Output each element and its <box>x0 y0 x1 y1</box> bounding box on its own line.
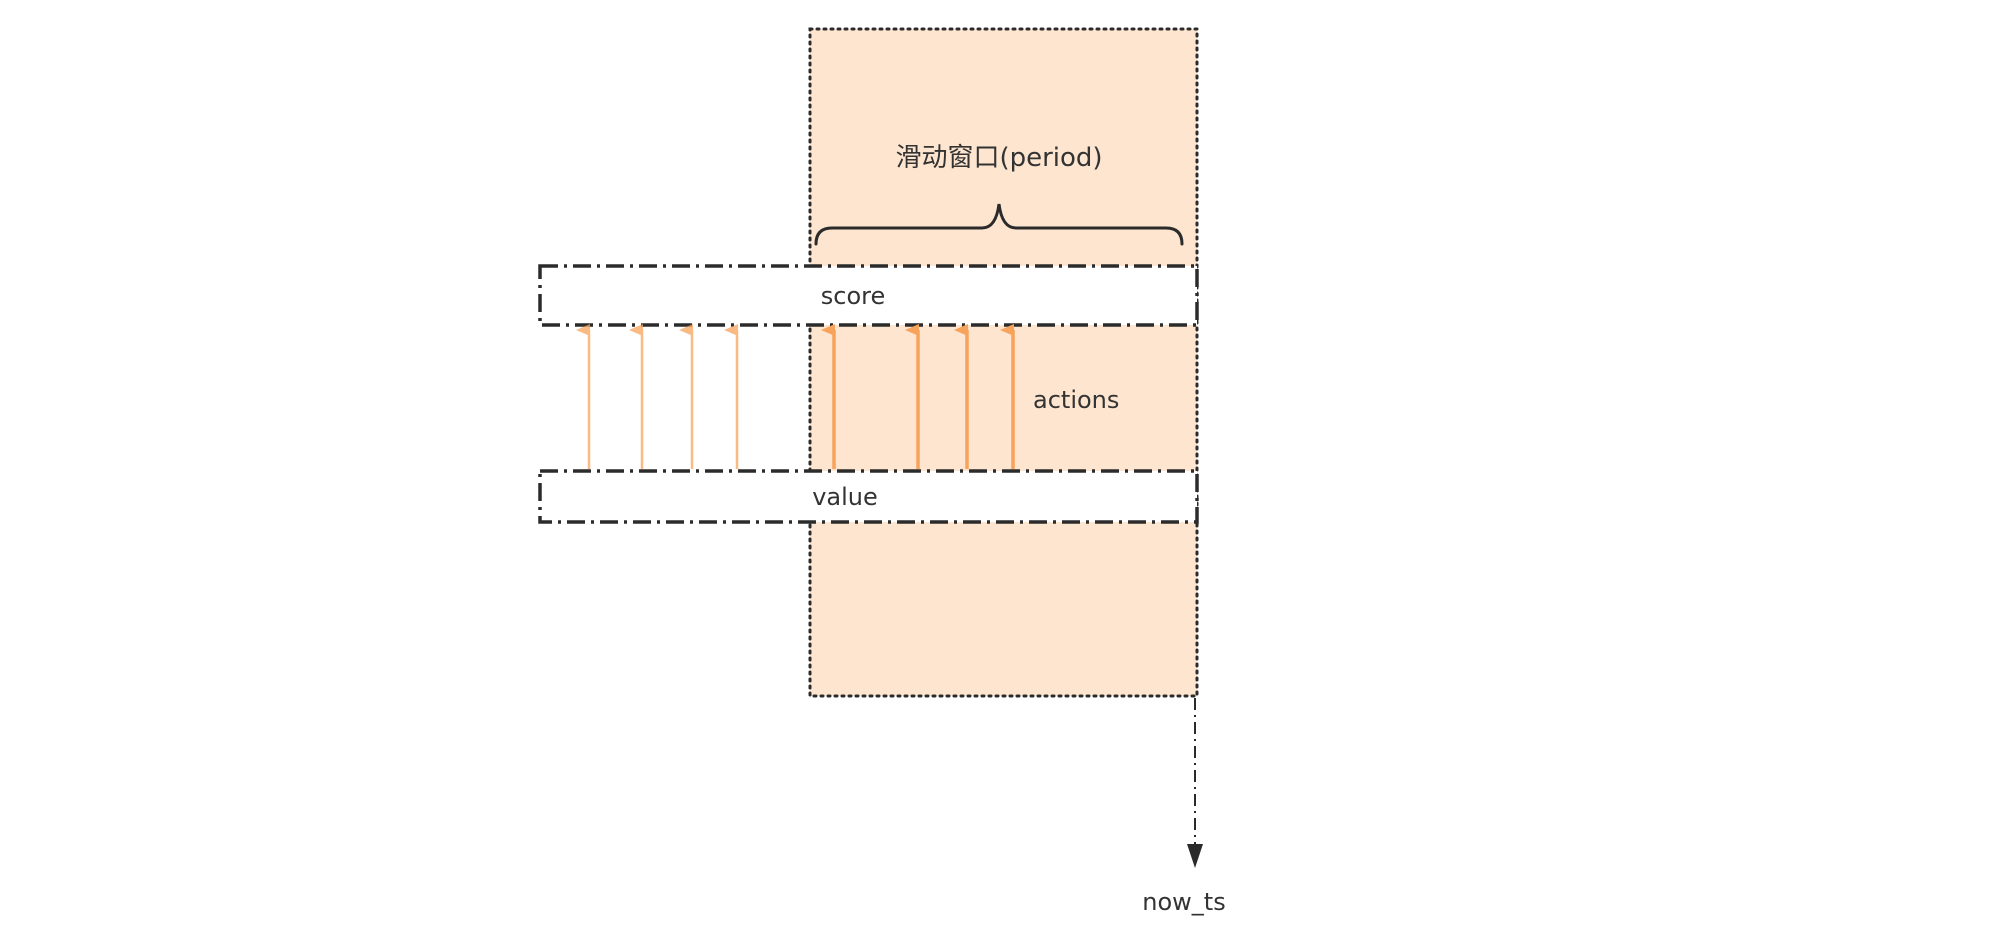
window-label: 滑动窗口(period) <box>895 143 1102 173</box>
score-box <box>538 264 1199 327</box>
arrows-inside-window <box>821 324 1015 469</box>
now-ts-label: now_ts <box>1142 888 1225 916</box>
window-brace <box>814 203 1184 246</box>
value-box <box>538 469 1199 524</box>
arrows-outside-window <box>576 324 739 469</box>
sliding-window-region <box>808 27 1199 698</box>
value-label: value <box>812 483 878 511</box>
now-ts-arrowhead <box>1187 844 1203 868</box>
score-label: score <box>821 282 886 310</box>
actions-label: actions <box>1033 386 1119 414</box>
